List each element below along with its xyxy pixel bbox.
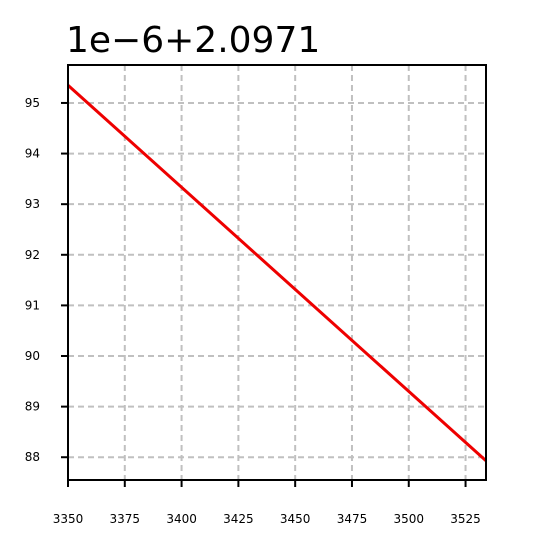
y-tick-label: 92 [25, 248, 40, 262]
series-layer [66, 84, 488, 462]
x-tick-label: 3450 [280, 512, 311, 526]
y-tick-label: 88 [25, 450, 40, 464]
ticks: 3350 3375 3400 3425 3450 3475 3500 3525 88 89 90 91… [25, 96, 481, 526]
y-tick-label: 93 [25, 197, 40, 211]
x-tick-label: 3500 [393, 512, 424, 526]
y-tick-label: 94 [25, 147, 40, 161]
plot-frame [67, 64, 487, 481]
x-tick-label: 3350 [53, 512, 84, 526]
series-line [66, 84, 488, 462]
x-tick-label: 3425 [223, 512, 254, 526]
y-tick-label: 89 [25, 400, 40, 414]
y-tick-label: 91 [25, 298, 40, 312]
x-tick-label: 3400 [166, 512, 197, 526]
x-tick-label: 3475 [337, 512, 368, 526]
y-tick-label: 90 [25, 349, 40, 363]
x-tick-label: 3375 [110, 512, 141, 526]
y-tick-label: 95 [25, 96, 40, 110]
x-tick-label: 3525 [450, 512, 481, 526]
axis-offset-label: 1e−6+2.0971 [66, 20, 320, 61]
